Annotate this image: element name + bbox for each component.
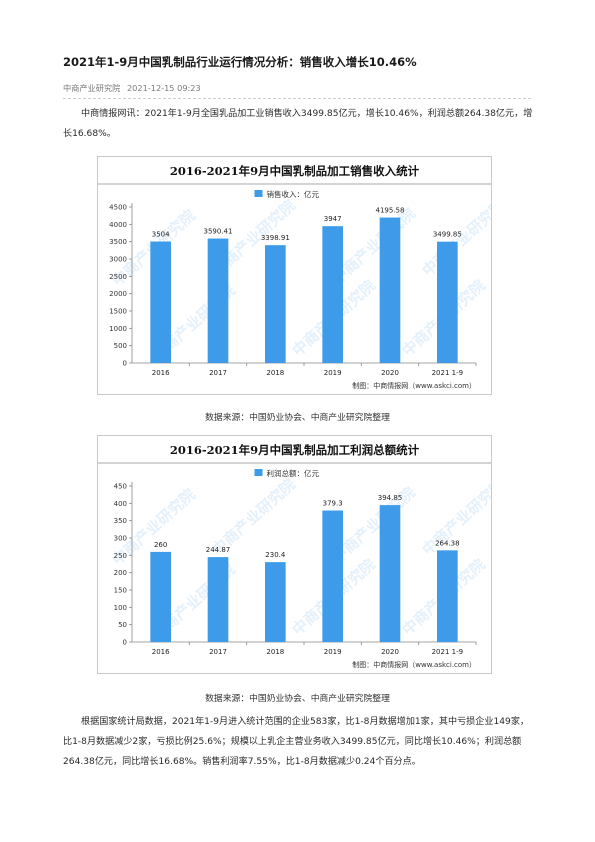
y-tick-label: 350: [114, 517, 127, 525]
x-tick-label: 2020: [381, 648, 399, 656]
article-date: 2021-12-15 09:23: [126, 83, 201, 93]
data-label: 244.87: [206, 546, 231, 554]
bar: [207, 557, 229, 642]
y-tick-label: 300: [114, 535, 127, 543]
revenue-chart-svg: 2016-2021年9月中国乳制品加工销售收入统计销售收入：亿元中商产业研究院中…: [98, 157, 491, 390]
legend-label: 利润总额：亿元: [267, 468, 320, 478]
y-tick-label: 150: [114, 587, 127, 595]
revenue-chart-caption: 数据来源：中国奶业协会、中商产业研究院整理: [205, 413, 390, 423]
y-tick-label: 4500: [109, 204, 127, 212]
bar: [437, 550, 458, 642]
divider: [63, 98, 531, 99]
intro-text: 中商情报网讯：2021年1-9月全国乳品加工业销售收入3499.85亿元，增长1…: [63, 109, 533, 139]
x-tick-label: 2018: [266, 369, 284, 377]
revenue-chart: 2016-2021年9月中国乳制品加工销售收入统计 销售收入：亿元 中商产业研究院中…: [97, 156, 492, 395]
y-tick-label: 3000: [109, 256, 127, 264]
y-tick-label: 500: [114, 342, 127, 350]
data-label: 379.3: [323, 500, 343, 508]
bar: [379, 217, 401, 363]
y-tick-label: 0: [123, 639, 127, 647]
bar: [322, 226, 343, 363]
bar: [379, 505, 401, 642]
bar: [265, 245, 286, 363]
y-tick-label: 2500: [109, 273, 127, 281]
y-tick-label: 450: [114, 483, 127, 491]
profit-chart-caption: 数据来源：中国奶业协会、中商产业研究院整理: [205, 694, 390, 704]
x-tick-label: 2016: [152, 369, 170, 377]
legend-swatch: [254, 190, 263, 197]
y-tick-label: 0: [123, 360, 127, 368]
data-label: 3499.85: [433, 231, 462, 239]
bar: [150, 241, 171, 363]
x-tick-label: 2021 1-9: [432, 369, 463, 377]
data-label: 3398.91: [261, 234, 290, 242]
bar: [437, 241, 458, 363]
chart-credit: 制图：中商情报网（www.askci.com）: [352, 660, 476, 669]
y-tick-label: 2000: [109, 290, 127, 298]
y-tick-label: 400: [114, 500, 127, 508]
y-tick-label: 1000: [109, 325, 127, 333]
legend-swatch: [254, 469, 263, 476]
data-label: 260: [154, 541, 167, 549]
chart-title: 2016-2021年9月中国乳制品加工利润总额统计: [170, 443, 420, 457]
chart-header-bg: [98, 436, 491, 463]
x-tick-label: 2019: [324, 369, 342, 377]
bar: [322, 510, 343, 642]
x-tick-label: 2019: [324, 648, 342, 656]
chart-header-bg: [98, 157, 491, 184]
y-tick-label: 4000: [109, 221, 127, 229]
x-tick-label: 2017: [209, 369, 227, 377]
y-tick-label: 200: [114, 569, 127, 577]
article-meta: 中商产业研究院 2021-12-15 09:23: [63, 82, 201, 94]
data-label: 394.85: [378, 494, 403, 502]
x-tick-label: 2020: [381, 369, 399, 377]
bar: [150, 551, 171, 642]
body-paragraph: 根据国家统计局数据，2021年1-9月进入统计范围的企业583家，比1-8月数据…: [63, 712, 533, 772]
data-label: 264.38: [435, 539, 460, 547]
article-title: 2021年1-9月中国乳制品行业运行情况分析：销售收入增长10.46%: [63, 55, 417, 69]
x-tick-label: 2017: [209, 648, 227, 656]
y-tick-label: 250: [114, 552, 127, 560]
x-tick-label: 2021 1-9: [432, 648, 463, 656]
data-label: 3947: [324, 215, 342, 223]
bar: [265, 562, 286, 642]
legend-label: 销售收入：亿元: [267, 189, 320, 199]
x-tick-label: 2016: [152, 648, 170, 656]
y-tick-label: 1500: [109, 308, 127, 316]
bar: [207, 238, 229, 363]
intro-paragraph: 中商情报网讯：2021年1-9月全国乳品加工业销售收入3499.85亿元，增长1…: [63, 104, 533, 144]
y-tick-label: 3500: [109, 238, 127, 246]
body-text: 根据国家统计局数据，2021年1-9月进入统计范围的企业583家，比1-8月数据…: [63, 717, 530, 767]
data-label: 3590.41: [204, 228, 233, 236]
data-label: 3504: [152, 231, 170, 239]
chart-title: 2016-2021年9月中国乳制品加工销售收入统计: [170, 164, 420, 178]
data-label: 4195.58: [376, 207, 405, 215]
article-source[interactable]: 中商产业研究院: [63, 83, 121, 93]
chart-credit: 制图：中商情报网（www.askci.com）: [352, 381, 476, 390]
x-tick-label: 2018: [266, 648, 284, 656]
data-label: 230.4: [265, 551, 286, 559]
profit-chart-svg: 2016-2021年9月中国乳制品加工利润总额统计利润总额：亿元中商产业研究院中…: [98, 436, 491, 669]
y-tick-label: 100: [114, 604, 127, 612]
y-tick-label: 50: [118, 621, 127, 629]
profit-chart: 2016-2021年9月中国乳制品加工利润总额统计 利润总额：亿元 中商产业研究院中…: [97, 435, 492, 674]
